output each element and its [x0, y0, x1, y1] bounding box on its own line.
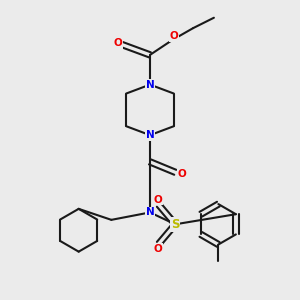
Text: N: N: [146, 80, 154, 90]
Text: N: N: [146, 207, 154, 218]
Text: O: O: [153, 244, 162, 254]
Text: N: N: [146, 130, 154, 140]
Text: S: S: [171, 218, 179, 231]
Text: O: O: [153, 195, 162, 205]
Text: O: O: [169, 32, 178, 41]
Text: O: O: [177, 169, 186, 179]
Text: O: O: [114, 38, 123, 48]
